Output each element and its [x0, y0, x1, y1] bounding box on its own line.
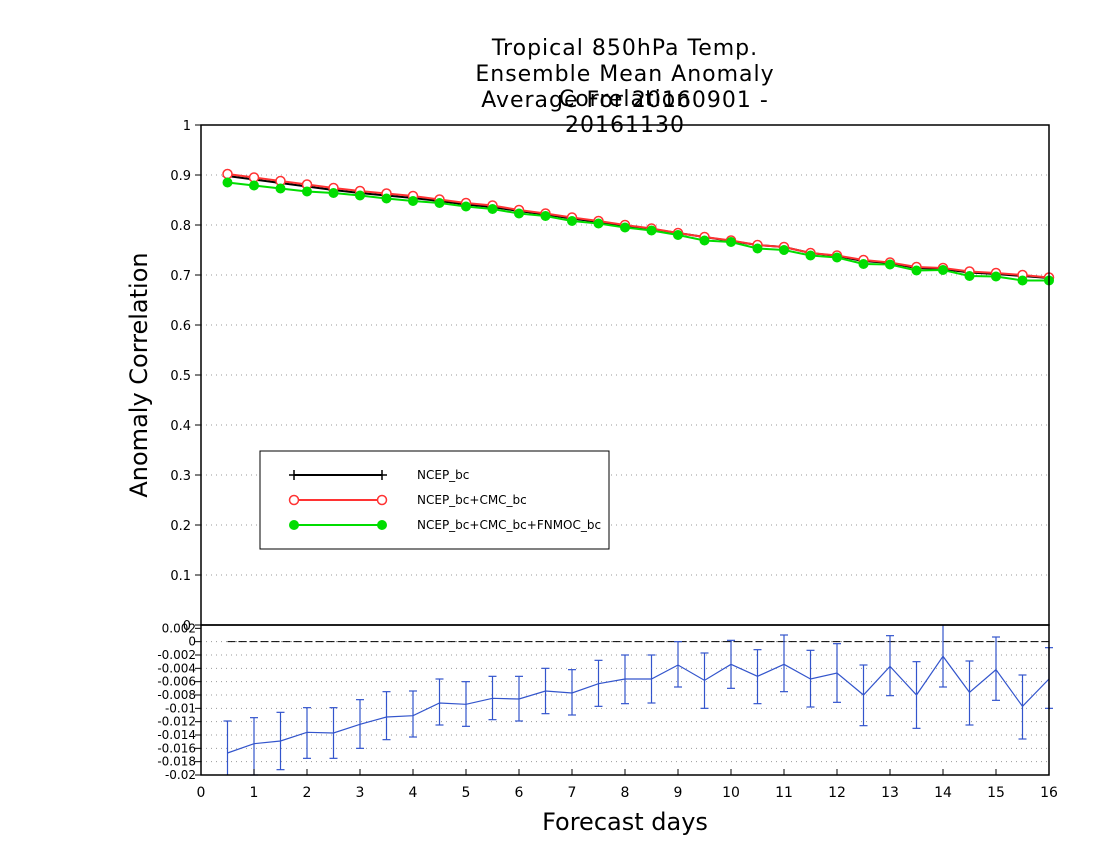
x-tick-label: 14: [934, 785, 952, 801]
data-point: [752, 243, 763, 254]
x-axis-label: Forecast days: [542, 808, 708, 836]
data-point: [328, 188, 339, 198]
x-tick-label: 5: [462, 785, 471, 801]
data-point: [593, 218, 604, 229]
y-tick-label: -0.008: [157, 688, 196, 702]
x-tick-label: 3: [356, 785, 365, 801]
legend-swatch-marker: [377, 520, 387, 530]
data-point: [434, 198, 445, 208]
data-point: [1017, 275, 1028, 286]
x-tick-label: 4: [409, 785, 418, 801]
y-tick-label: 0.3: [170, 469, 191, 484]
data-point: [620, 222, 630, 233]
y-tick-label: 0: [183, 619, 191, 634]
data-point: [646, 225, 657, 236]
legend-swatch-marker: [288, 494, 300, 506]
diff-series: [223, 625, 1053, 776]
x-tick-label: 1: [250, 785, 259, 801]
data-point: [408, 196, 418, 206]
legend-label: NCEP_bc+CMC_bc+FNMOC_bc: [417, 518, 601, 532]
main-series: [222, 168, 1055, 286]
data-point: [726, 237, 736, 247]
x-tick-label: 2: [303, 785, 312, 801]
y-tick-label: 0.002: [162, 621, 196, 635]
data-point: [699, 235, 710, 246]
chart-title-line-2: Ensemble Mean Anomaly Correlation: [475, 62, 775, 112]
legend-swatch-marker: [289, 470, 299, 480]
x-tick-label: 13: [881, 785, 899, 801]
axes: 00.10.20.30.40.50.60.70.80.910.0020-0.00…: [157, 119, 1058, 801]
chart-title-line-1: Tropical 850hPa Temp.: [491, 36, 759, 61]
y-tick-label: -0.014: [157, 728, 196, 742]
y-tick-label: 0.4: [170, 419, 191, 434]
x-tick-label: 0: [197, 785, 206, 801]
y-tick-label: -0.006: [157, 675, 196, 689]
y-tick-label: -0.018: [157, 755, 196, 769]
legend-label: NCEP_bc: [417, 468, 469, 482]
y-tick-label: -0.016: [157, 741, 196, 755]
y-tick-label: -0.002: [157, 648, 196, 662]
legend: NCEP_bc NCEP_bc+CMC_bc NCEP_bc+CMC_bc+FNMO…: [259, 450, 610, 550]
x-tick-label: 9: [674, 785, 683, 801]
data-point: [461, 201, 471, 212]
diff-plot-frame: [200, 624, 1050, 776]
x-tick-label: 8: [621, 785, 630, 801]
data-point: [487, 204, 498, 214]
data-point: [911, 265, 922, 276]
x-tick-label: 7: [568, 785, 577, 801]
y-tick-label: 0.9: [170, 169, 191, 184]
difference-line: [227, 655, 1050, 754]
legend-swatch-marker: [289, 520, 299, 530]
y-tick-label: 1: [183, 119, 191, 134]
series-line: [227, 173, 1050, 279]
x-tick-label: 16: [1040, 785, 1058, 801]
x-tick-label: 15: [987, 785, 1005, 801]
data-point: [779, 245, 789, 255]
diff-grid: [201, 641, 1049, 763]
y-tick-label: 0.1: [170, 569, 191, 584]
legend-label: NCEP_bc+CMC_bc: [417, 493, 527, 507]
legend-swatch-marker: [377, 470, 387, 480]
y-tick-label: -0.004: [157, 661, 196, 675]
data-point: [964, 271, 975, 281]
data-point: [805, 250, 816, 261]
x-tick-label: 11: [775, 785, 793, 801]
data-point: [302, 186, 312, 197]
data-point: [673, 230, 683, 240]
data-point: [991, 271, 1001, 282]
y-tick-label: 0.2: [170, 519, 191, 534]
series-line: [227, 181, 1049, 282]
y-tick-label: -0.01: [165, 701, 196, 715]
x-tick-label: 6: [515, 785, 524, 801]
y-tick-label: -0.012: [157, 715, 196, 729]
data-point: [832, 252, 842, 263]
data-point: [567, 216, 577, 226]
x-tick-label: 12: [828, 785, 846, 801]
data-point: [275, 183, 286, 194]
data-point: [355, 190, 365, 201]
y-tick-label: 0.7: [170, 269, 191, 284]
data-point: [222, 177, 233, 188]
y-tick-label: 0: [188, 635, 196, 649]
y-tick-label: -0.02: [165, 768, 196, 782]
x-tick-label: 10: [722, 785, 740, 801]
data-point: [938, 265, 948, 275]
y-tick-label: 0.8: [170, 219, 191, 234]
legend-swatch-marker: [376, 494, 388, 506]
data-point: [885, 259, 895, 270]
y-tick-label: 0.5: [170, 369, 191, 384]
data-point: [540, 211, 551, 221]
data-point: [381, 193, 392, 204]
data-point: [514, 208, 524, 219]
data-point: [222, 168, 233, 180]
data-point: [249, 180, 259, 191]
data-point: [858, 259, 869, 269]
y-tick-label: 0.6: [170, 319, 191, 334]
